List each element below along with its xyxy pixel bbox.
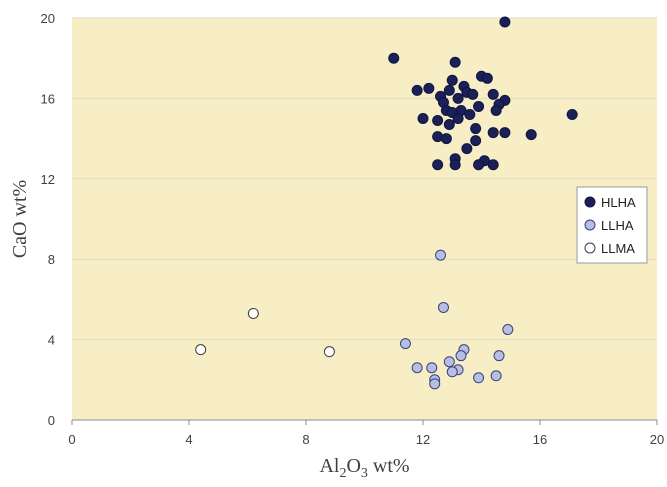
legend-marker [584,196,596,208]
data-point [323,346,335,358]
y-tick-label: 12 [41,172,55,187]
data-point [443,119,455,131]
data-point [195,344,207,356]
data-point [449,159,461,171]
x-axis-title: Al2O3 wt% [319,455,409,481]
data-point [411,362,423,374]
y-tick-label: 4 [48,333,55,348]
x-tick-label: 20 [650,432,664,447]
data-point [473,372,485,384]
data-point [490,104,502,116]
data-point [473,100,485,112]
data-point [449,56,461,68]
data-point [455,350,467,362]
data-point [499,16,511,28]
data-point [435,249,447,261]
data-point [461,143,473,155]
data-point [490,370,502,382]
data-point [437,301,449,313]
legend-label: HLHA [601,195,636,210]
x-tick-label: 12 [416,432,430,447]
y-axis-title: CaO wt% [9,180,31,258]
data-point [417,113,429,124]
x-tick-label: 4 [185,432,192,447]
data-point [566,108,578,120]
x-tick-label: 8 [302,432,309,447]
data-point [525,129,537,141]
x-tick-label: 0 [68,432,75,447]
legend: HLHA LLHA LLMA [576,186,648,264]
data-point [446,366,458,378]
data-point [411,84,423,96]
y-tick-label: 16 [41,91,55,106]
data-point [432,159,444,171]
data-point [247,307,259,319]
data-point [467,88,479,100]
data-point [487,159,499,171]
data-point [473,159,485,171]
data-point [470,123,482,135]
legend-item-hlha: HLHA [584,195,636,210]
data-point [487,127,499,139]
data-point [440,133,452,145]
y-tick-label: 0 [48,413,55,428]
data-point [499,127,511,139]
data-point [429,378,441,390]
series-llha [399,249,514,390]
data-point [464,108,476,120]
data-point [423,82,435,94]
legend-item-llma: LLMA [584,241,635,256]
data-point [399,338,411,350]
data-point [432,115,444,127]
data-point [443,84,455,96]
legend-label: LLHA [601,218,634,233]
x-tick-label: 16 [533,432,547,447]
data-point [493,350,505,362]
x-axis-ticks: 0 4 8 12 16 20 [68,420,664,447]
data-point [388,52,400,64]
series-hlha [388,16,578,171]
data-point [452,92,464,104]
y-tick-label: 20 [41,11,55,26]
plot-area [72,18,657,420]
data-point [470,135,482,147]
legend-item-llha: LLHA [584,218,634,233]
gridlines [72,17,657,341]
legend-label: LLMA [601,241,635,256]
legend-marker [584,242,596,254]
data-points [195,16,578,390]
data-point [502,324,514,336]
y-axis-ticks: 0 4 8 12 16 20 [41,11,55,428]
data-point [426,362,438,374]
legend-marker [584,219,596,231]
series-llma [195,307,335,358]
data-point [446,74,458,86]
y-tick-label: 8 [48,252,55,267]
data-point [481,72,493,84]
data-point [487,88,499,100]
data-point [443,356,455,368]
data-point [452,113,464,124]
